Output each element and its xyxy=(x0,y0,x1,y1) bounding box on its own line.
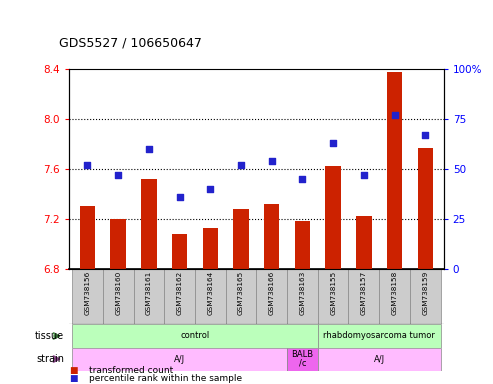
Bar xyxy=(356,217,372,269)
Bar xyxy=(72,348,287,371)
Text: transformed count: transformed count xyxy=(89,366,173,375)
Bar xyxy=(264,204,280,269)
Bar xyxy=(226,269,256,324)
Bar xyxy=(387,71,402,269)
Text: GSM738158: GSM738158 xyxy=(391,270,397,315)
Text: GSM738163: GSM738163 xyxy=(299,270,306,315)
Bar xyxy=(164,269,195,324)
Point xyxy=(298,176,306,182)
Text: strain: strain xyxy=(36,354,64,364)
Point xyxy=(176,194,183,200)
Bar xyxy=(172,234,187,269)
Text: GSM738166: GSM738166 xyxy=(269,270,275,315)
Text: GSM738161: GSM738161 xyxy=(146,270,152,315)
Bar xyxy=(141,179,157,269)
Point xyxy=(145,146,153,152)
Bar xyxy=(318,269,349,324)
Text: A/J: A/J xyxy=(174,354,185,364)
Text: tissue: tissue xyxy=(35,331,64,341)
Text: A/J: A/J xyxy=(374,354,385,364)
Bar xyxy=(256,269,287,324)
Text: control: control xyxy=(180,331,210,341)
Text: GSM738157: GSM738157 xyxy=(361,270,367,315)
Bar xyxy=(72,324,318,348)
Point xyxy=(114,172,122,178)
Bar xyxy=(103,269,134,324)
Text: percentile rank within the sample: percentile rank within the sample xyxy=(89,374,242,383)
Text: GSM738155: GSM738155 xyxy=(330,270,336,315)
Text: GSM738162: GSM738162 xyxy=(176,270,182,315)
Bar xyxy=(110,219,126,269)
Bar xyxy=(287,269,318,324)
Bar xyxy=(295,222,310,269)
Point xyxy=(360,172,368,178)
Text: GSM738159: GSM738159 xyxy=(423,270,428,315)
Point xyxy=(268,158,276,164)
Bar xyxy=(72,269,103,324)
Bar xyxy=(325,167,341,269)
Text: ■: ■ xyxy=(69,366,77,375)
Point xyxy=(422,132,429,138)
Point xyxy=(237,162,245,168)
Text: GSM738156: GSM738156 xyxy=(84,270,90,315)
Bar xyxy=(318,348,441,371)
Text: ■: ■ xyxy=(69,374,77,383)
Bar xyxy=(287,348,318,371)
Bar xyxy=(80,207,95,269)
Point xyxy=(83,162,91,168)
Point xyxy=(390,112,398,118)
Text: GDS5527 / 106650647: GDS5527 / 106650647 xyxy=(59,37,202,50)
Text: GSM738165: GSM738165 xyxy=(238,270,244,315)
Bar xyxy=(195,269,226,324)
Text: GSM738160: GSM738160 xyxy=(115,270,121,315)
Text: GSM738164: GSM738164 xyxy=(207,270,213,315)
Bar xyxy=(418,148,433,269)
Bar xyxy=(379,269,410,324)
Bar xyxy=(233,209,248,269)
Point xyxy=(329,140,337,146)
Text: rhabdomyosarcoma tumor: rhabdomyosarcoma tumor xyxy=(323,331,435,341)
Bar xyxy=(349,269,379,324)
Bar xyxy=(410,269,441,324)
Text: BALB
/c: BALB /c xyxy=(291,350,314,368)
Bar xyxy=(134,269,164,324)
Bar xyxy=(318,324,441,348)
Point xyxy=(207,186,214,192)
Bar xyxy=(203,228,218,269)
